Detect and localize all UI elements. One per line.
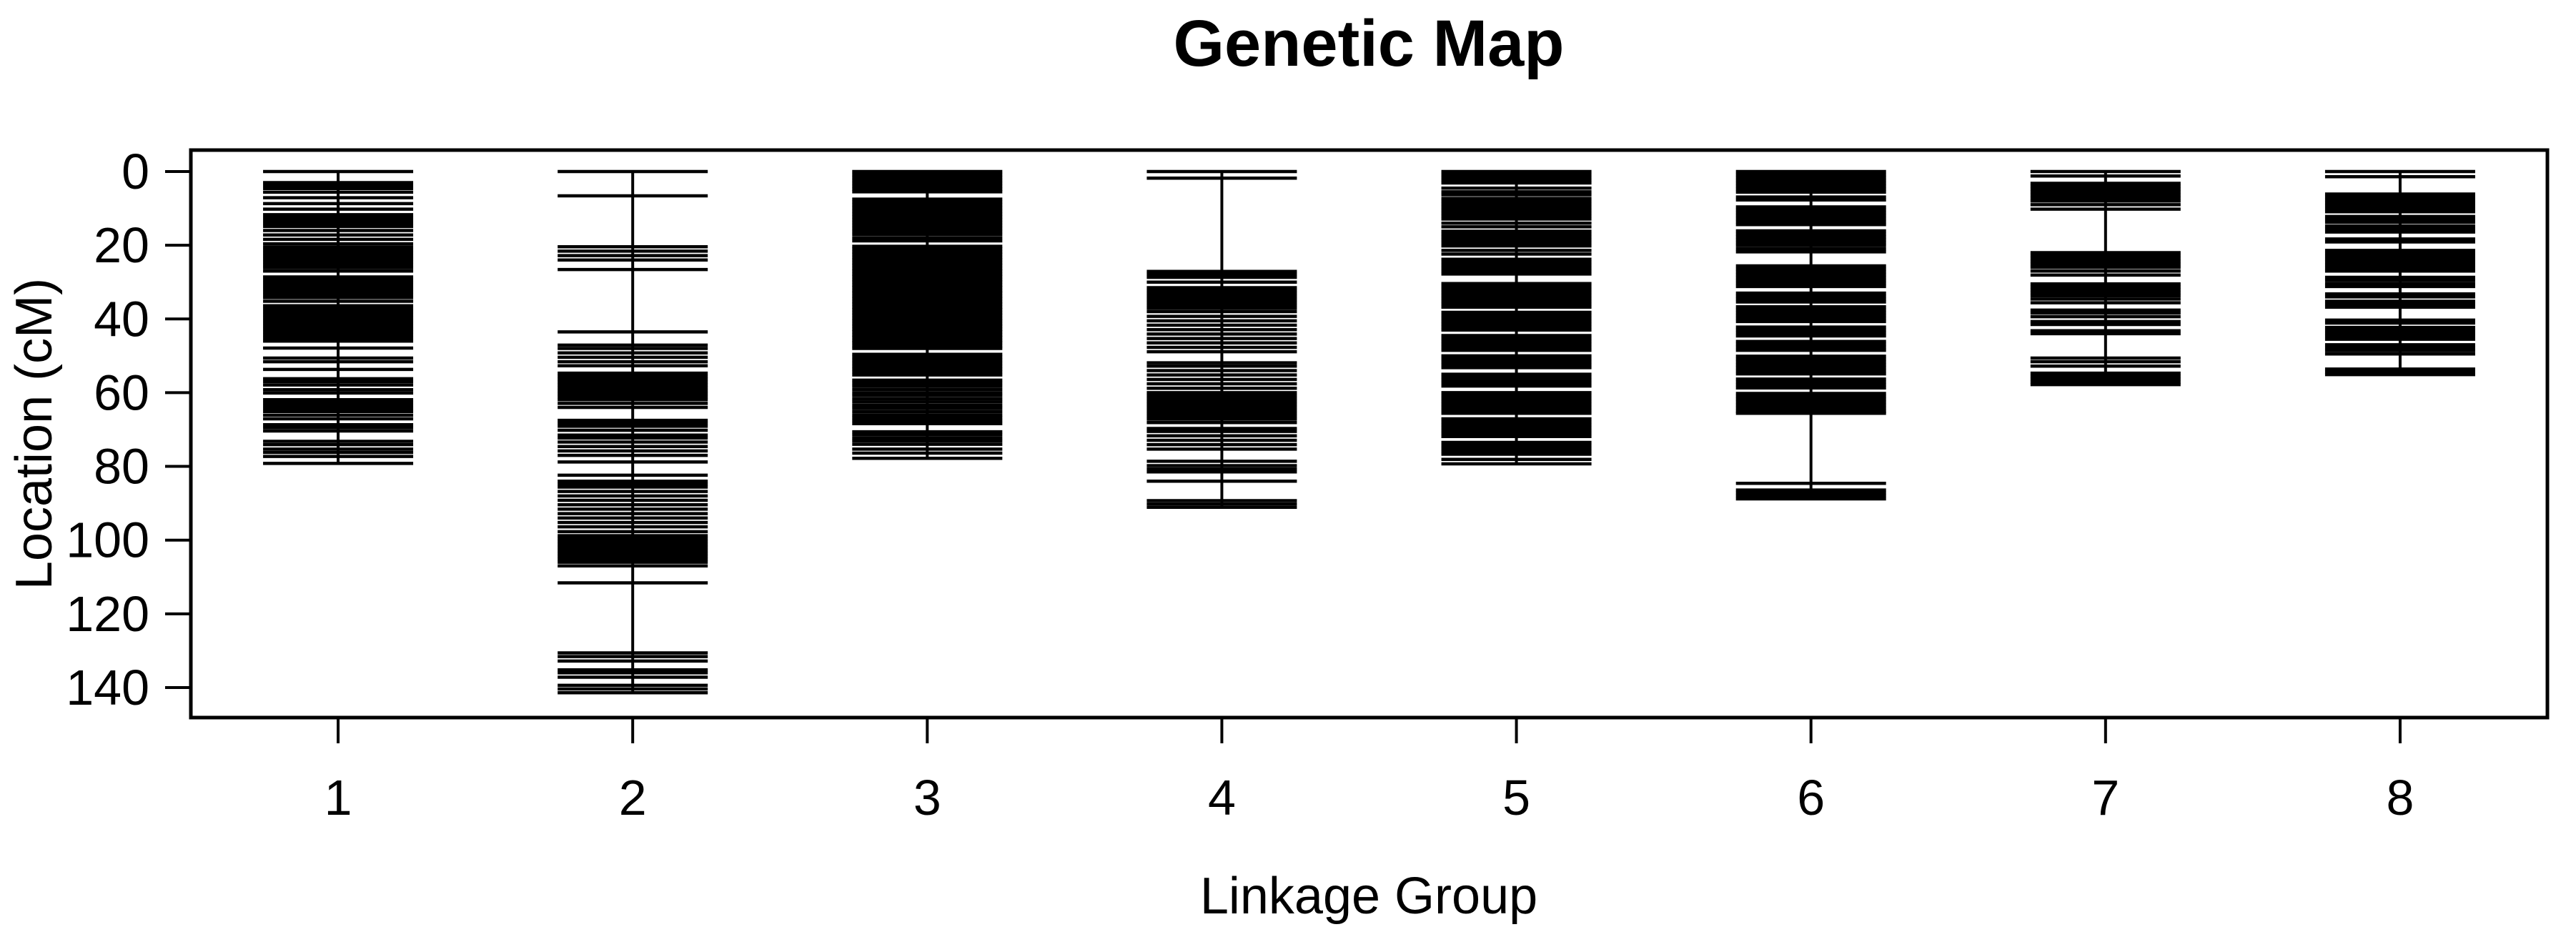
y-tick-label: 140 — [66, 660, 149, 715]
x-axis-tick-7: 7 — [2091, 718, 2119, 825]
x-tick-label: 1 — [325, 770, 352, 825]
x-tick-label: 5 — [1502, 770, 1530, 825]
x-axis-tick-6: 6 — [1797, 718, 1825, 825]
chromosome-6 — [1735, 169, 1886, 501]
x-tick-label: 7 — [2091, 770, 2119, 825]
x-axis-tick-2: 2 — [619, 718, 647, 825]
plot-box — [189, 148, 2550, 720]
x-tick-label: 3 — [913, 770, 941, 825]
y-tick-label: 40 — [94, 291, 149, 347]
chromosome-8 — [2324, 169, 2475, 377]
y-tick-label: 0 — [122, 144, 149, 199]
y-tick-label: 100 — [66, 512, 149, 568]
chromosome-2 — [558, 169, 708, 695]
x-axis-tick-1: 1 — [325, 718, 352, 825]
x-axis-tick-8: 8 — [2386, 718, 2414, 825]
chromosome-5 — [1441, 169, 1592, 466]
plot-area: 0 20 40 60 80 100 120 140 1 2 3 4 5 6 7 8 — [66, 144, 2550, 825]
chromosome-7 — [2030, 169, 2181, 387]
x-axis-tick-4: 4 — [1208, 718, 1236, 825]
x-tick-label: 6 — [1797, 770, 1825, 825]
x-axis-label: Linkage Group — [1200, 868, 1537, 925]
chromosome-3 — [852, 169, 1003, 460]
x-axis-tick-3: 3 — [913, 718, 941, 825]
y-tick-label: 60 — [94, 365, 149, 420]
chromosome-4 — [1146, 169, 1297, 510]
y-axis: 0 20 40 60 80 100 120 140 — [66, 144, 191, 715]
y-axis-label: Location (cM) — [6, 278, 63, 590]
x-tick-label: 2 — [619, 770, 647, 825]
x-tick-label: 4 — [1208, 770, 1236, 825]
chromosome-1 — [263, 169, 414, 465]
y-tick-label: 20 — [94, 217, 149, 273]
x-tick-label: 8 — [2386, 770, 2414, 825]
chart-title: Genetic Map — [1173, 7, 1564, 80]
y-tick-label: 80 — [94, 439, 149, 495]
x-axis-tick-5: 5 — [1502, 718, 1530, 825]
y-tick-label: 120 — [66, 586, 149, 642]
